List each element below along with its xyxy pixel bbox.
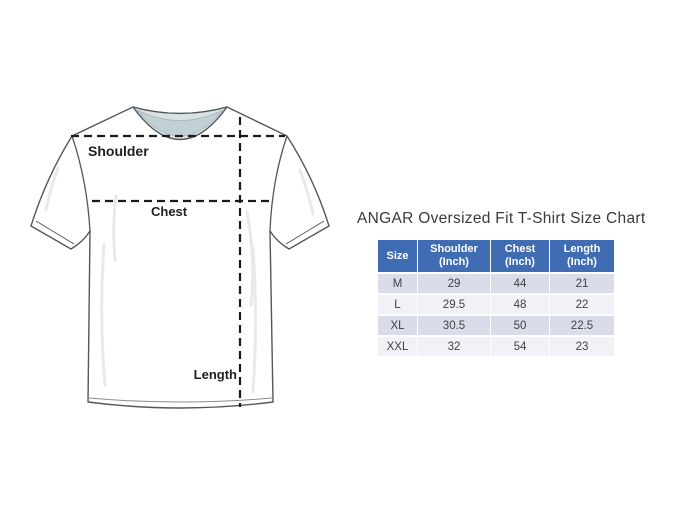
collar-back-curve bbox=[132, 106, 228, 115]
cell-size: XXL bbox=[378, 337, 417, 356]
cell-shoulder: 29 bbox=[418, 274, 490, 293]
column-header-shoulder-name: Shoulder bbox=[430, 243, 478, 255]
cell-length: 23 bbox=[550, 337, 614, 356]
column-header-chest: Chest (Inch) bbox=[491, 240, 549, 272]
tshirt-body-outline bbox=[30, 106, 330, 409]
cell-length: 22.5 bbox=[550, 316, 614, 335]
size-row-xxl: XXL 32 54 23 bbox=[378, 337, 614, 356]
right-cuff-band bbox=[285, 220, 325, 245]
column-header-length-name: Length bbox=[563, 243, 601, 255]
column-header-size: Size bbox=[378, 240, 417, 272]
cell-size: XL bbox=[378, 316, 417, 335]
chest-label: Chest bbox=[151, 204, 188, 219]
size-row-xl: XL 30.5 50 22.5 bbox=[378, 316, 614, 335]
column-header-chest-name: Chest bbox=[504, 243, 536, 255]
size-chart-table: Size Shoulder (Inch) Chest (Inch) Length (I… bbox=[377, 238, 615, 358]
cell-chest: 48 bbox=[491, 295, 549, 314]
right-armhole-seam bbox=[269, 135, 288, 232]
cell-shoulder: 30.5 bbox=[418, 316, 490, 335]
size-row-m: M 29 44 21 bbox=[378, 274, 614, 293]
column-header-length-unit: (Inch) bbox=[567, 256, 597, 268]
cell-shoulder: 29.5 bbox=[418, 295, 490, 314]
size-row-l: L 29.5 48 22 bbox=[378, 295, 614, 314]
column-header-shoulder-unit: (Inch) bbox=[439, 256, 469, 268]
shoulder-label: Shoulder bbox=[88, 143, 149, 159]
column-header-shoulder: Shoulder (Inch) bbox=[418, 240, 490, 272]
cell-size: L bbox=[378, 295, 417, 314]
cell-shoulder: 32 bbox=[418, 337, 490, 356]
left-armhole-seam bbox=[71, 135, 91, 232]
size-chart-title: ANGAR Oversized Fit T-Shirt Size Chart bbox=[357, 210, 646, 227]
column-header-length: Length (Inch) bbox=[550, 240, 614, 272]
collar bbox=[132, 106, 228, 141]
hem-stitch-line bbox=[88, 397, 273, 403]
cell-size: M bbox=[378, 274, 417, 293]
left-cuff-band bbox=[35, 220, 75, 245]
cell-chest: 50 bbox=[491, 316, 549, 335]
column-header-size-name: Size bbox=[386, 249, 409, 262]
size-chart-header-row: Size Shoulder (Inch) Chest (Inch) Length (I… bbox=[378, 240, 614, 272]
collar-front-curve bbox=[132, 106, 228, 141]
cell-chest: 54 bbox=[491, 337, 549, 356]
column-header-chest-unit: (Inch) bbox=[505, 256, 535, 268]
cell-chest: 44 bbox=[491, 274, 549, 293]
length-label: Length bbox=[194, 367, 237, 382]
fold-shading bbox=[44, 166, 315, 394]
collar-inner-dark bbox=[136, 109, 224, 137]
cell-length: 22 bbox=[550, 295, 614, 314]
cell-length: 21 bbox=[550, 274, 614, 293]
